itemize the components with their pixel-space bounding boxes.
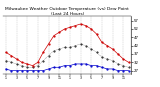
Title: Milwaukee Weather Outdoor Temperature (vs) Dew Point (Last 24 Hours): Milwaukee Weather Outdoor Temperature (v… bbox=[5, 7, 129, 16]
